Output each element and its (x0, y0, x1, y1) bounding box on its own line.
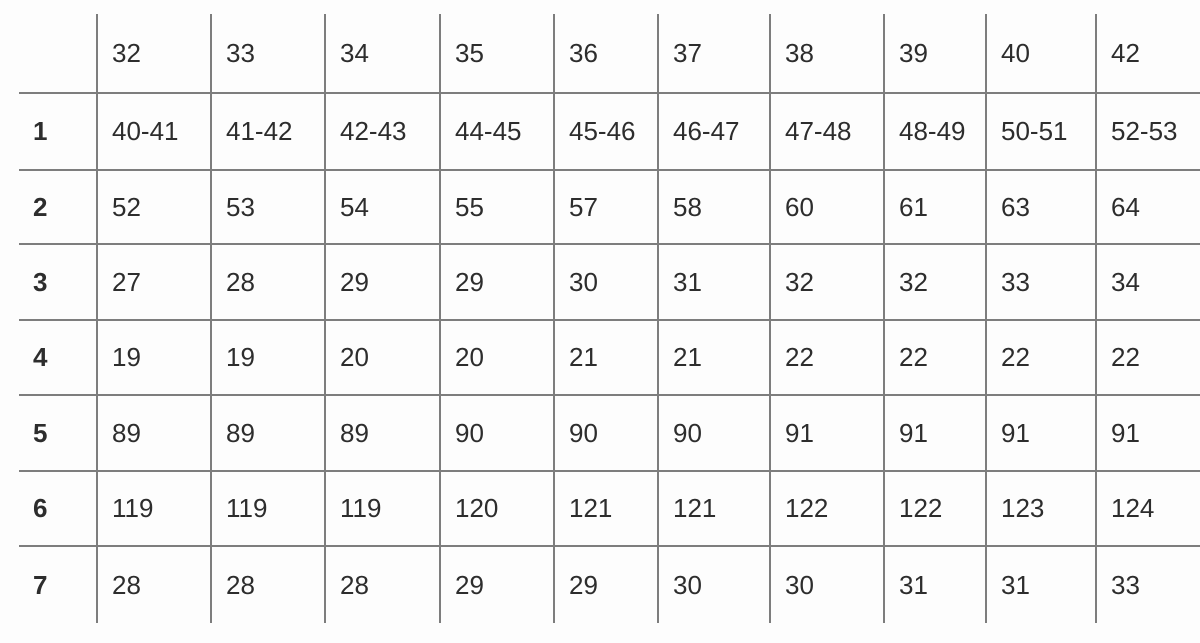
table-cell: 54 (324, 169, 441, 245)
corner-cell (18, 13, 98, 94)
table-cell: 58 (657, 169, 771, 245)
table-cell: 20 (439, 319, 555, 396)
row-label: 7 (18, 545, 98, 624)
table-row: 7 28 28 28 29 29 30 30 31 31 33 (18, 545, 1200, 624)
row-label: 4 (18, 319, 98, 396)
table-cell: 123 (985, 470, 1097, 547)
table-cell: 124 (1095, 470, 1200, 547)
table-cell: 91 (883, 394, 987, 472)
table-cell: 60 (769, 169, 885, 245)
table-cell: 19 (210, 319, 326, 396)
table-cell: 33 (985, 243, 1097, 321)
table-cell: 27 (96, 243, 212, 321)
table-cell: 28 (96, 545, 212, 624)
table-cell: 28 (210, 243, 326, 321)
table-cell: 30 (553, 243, 659, 321)
table-cell: 91 (985, 394, 1097, 472)
header-row: 32 33 34 35 36 37 38 39 40 42 (18, 13, 1200, 94)
table-cell: 121 (553, 470, 659, 547)
table-cell: 19 (96, 319, 212, 396)
row-label: 3 (18, 243, 98, 321)
table-cell: 41-42 (210, 92, 326, 171)
table-cell: 64 (1095, 169, 1200, 245)
table-cell: 50-51 (985, 92, 1097, 171)
table-cell: 119 (210, 470, 326, 547)
table-cell: 20 (324, 319, 441, 396)
table-cell: 55 (439, 169, 555, 245)
table-cell: 22 (883, 319, 987, 396)
table-row: 1 40-41 41-42 42-43 44-45 45-46 46-47 47-48 48-4… (18, 92, 1200, 171)
table-cell: 42-43 (324, 92, 441, 171)
column-header: 38 (769, 13, 885, 94)
table-cell: 29 (439, 545, 555, 624)
table-cell: 34 (1095, 243, 1200, 321)
table-cell: 61 (883, 169, 987, 245)
table-cell: 32 (769, 243, 885, 321)
column-header: 36 (553, 13, 659, 94)
table-row: 4 19 19 20 20 21 21 22 22 22 22 (18, 319, 1200, 396)
table-cell: 122 (883, 470, 987, 547)
column-header: 33 (210, 13, 326, 94)
table-cell: 53 (210, 169, 326, 245)
table-cell: 31 (985, 545, 1097, 624)
table-cell: 32 (883, 243, 987, 321)
table-cell: 89 (324, 394, 441, 472)
table-cell: 28 (324, 545, 441, 624)
table-cell: 29 (324, 243, 441, 321)
table-cell: 30 (657, 545, 771, 624)
table-cell: 48-49 (883, 92, 987, 171)
table-cell: 29 (439, 243, 555, 321)
table-cell: 90 (657, 394, 771, 472)
table-cell: 29 (553, 545, 659, 624)
table-cell: 90 (553, 394, 659, 472)
column-header: 32 (96, 13, 212, 94)
column-header: 42 (1095, 13, 1200, 94)
table-cell: 89 (96, 394, 212, 472)
table-cell: 28 (210, 545, 326, 624)
row-label: 2 (18, 169, 98, 245)
table-cell: 45-46 (553, 92, 659, 171)
table-cell: 121 (657, 470, 771, 547)
row-label: 6 (18, 470, 98, 547)
table-cell: 91 (1095, 394, 1200, 472)
table-cell: 89 (210, 394, 326, 472)
table-row: 6 119 119 119 120 121 121 122 122 123 124 (18, 470, 1200, 547)
table-cell: 40-41 (96, 92, 212, 171)
column-header: 34 (324, 13, 441, 94)
table-cell: 63 (985, 169, 1097, 245)
table-cell: 119 (96, 470, 212, 547)
table-cell: 52 (96, 169, 212, 245)
table-row: 2 52 53 54 55 57 58 60 61 63 64 (18, 169, 1200, 245)
table-cell: 57 (553, 169, 659, 245)
table-cell: 31 (883, 545, 987, 624)
table-cell: 90 (439, 394, 555, 472)
table-cell: 52-53 (1095, 92, 1200, 171)
table-cell: 91 (769, 394, 885, 472)
table-cell: 22 (1095, 319, 1200, 396)
column-header: 37 (657, 13, 771, 94)
column-header: 35 (439, 13, 555, 94)
row-label: 5 (18, 394, 98, 472)
table-cell: 33 (1095, 545, 1200, 624)
table-row: 5 89 89 89 90 90 90 91 91 91 91 (18, 394, 1200, 472)
column-header: 40 (985, 13, 1097, 94)
size-chart: 32 33 34 35 36 37 38 39 40 42 1 40-41 41-42 42-43 44-… (18, 13, 1200, 624)
table-cell: 119 (324, 470, 441, 547)
table-cell: 22 (985, 319, 1097, 396)
table-cell: 47-48 (769, 92, 885, 171)
table-body: 1 40-41 41-42 42-43 44-45 45-46 46-47 47-48 48-4… (18, 92, 1200, 624)
table-cell: 21 (553, 319, 659, 396)
table-row: 3 27 28 29 29 30 31 32 32 33 34 (18, 243, 1200, 321)
table-cell: 46-47 (657, 92, 771, 171)
table-cell: 122 (769, 470, 885, 547)
table-cell: 31 (657, 243, 771, 321)
table-cell: 21 (657, 319, 771, 396)
row-label: 1 (18, 92, 98, 171)
column-header: 39 (883, 13, 987, 94)
table-cell: 44-45 (439, 92, 555, 171)
size-chart-table: 32 33 34 35 36 37 38 39 40 42 1 40-41 41-42 42-43 44-… (18, 13, 1200, 624)
table-cell: 22 (769, 319, 885, 396)
table-cell: 30 (769, 545, 885, 624)
table-cell: 120 (439, 470, 555, 547)
